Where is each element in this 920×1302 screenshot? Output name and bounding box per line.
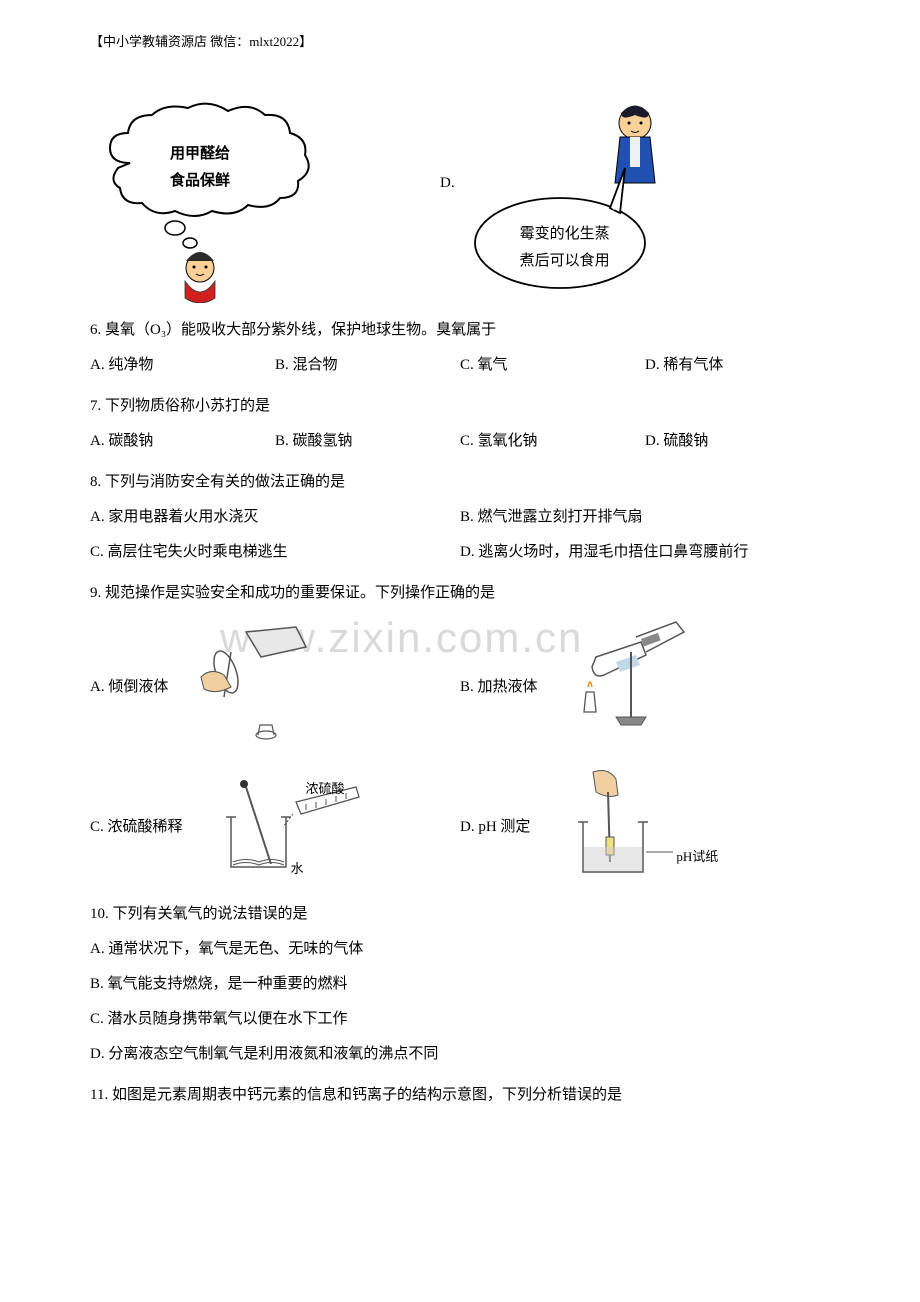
q9-C-item: C. 浓硫酸稀释 — [90, 772, 460, 882]
bubble-line1: 用甲醛给 — [170, 146, 230, 162]
q8-D: D. 逃离火场时，用湿毛巾捂住口鼻弯腰前行 — [460, 539, 830, 566]
q8-B: B. 燃气泄露立刻打开排气扇 — [460, 504, 830, 531]
q8-C: C. 高层住宅失火时乘电梯逃生 — [90, 539, 460, 566]
q6-B: B. 混合物 — [275, 352, 460, 379]
q10-A: A. 通常状况下，氧气是无色、无味的气体 — [90, 936, 830, 963]
q7-stem: 7. 下列物质俗称小苏打的是 — [90, 393, 830, 420]
q10-B: B. 氧气能支持燃烧，是一种重要的燃料 — [90, 971, 830, 998]
q9-C-fig: 浓硫酸 水 — [191, 772, 391, 882]
q6-options: A. 纯净物 B. 混合物 C. 氧气 D. 稀有气体 — [90, 352, 830, 379]
figure-left: 用甲醛给 食品保鲜 — [90, 93, 350, 303]
q9-C-label: C. 浓硫酸稀释 — [90, 814, 183, 841]
bubble-line2: 食品保鲜 — [170, 173, 230, 189]
q9-D-fig: pH试纸 — [538, 767, 738, 887]
q9-B-fig — [546, 617, 726, 757]
q6-C: C. 氧气 — [460, 352, 645, 379]
page-header: 【中小学教辅资源店 微信：mlxt2022】 — [90, 30, 830, 53]
q9-D-item: D. pH 测定 pH试纸 — [460, 767, 830, 887]
speech-line1: 霉变的化生蒸 — [520, 226, 610, 242]
option-D-mark: D. — [440, 170, 455, 227]
q6-stem: 6. 臭氧（O₃）能吸收大部分紫外线，保护地球生物。臭氧属于 — [90, 317, 830, 344]
q6-D: D. 稀有气体 — [645, 352, 830, 379]
thought-bubble-text: 用甲醛给 食品保鲜 — [110, 118, 290, 218]
q9-A-fig — [176, 617, 336, 757]
q7-B: B. 碳酸氢钠 — [275, 428, 460, 455]
q9-row1: A. 倾倒液体 B. 加热液体 — [90, 617, 830, 757]
q10-C: C. 潜水员随身携带氧气以便在水下工作 — [90, 1006, 830, 1033]
q9-stem: 9. 规范操作是实验安全和成功的重要保证。下列操作正确的是 — [90, 580, 830, 607]
speech-line2: 煮后可以食用 — [520, 253, 610, 269]
q7-C: C. 氢氧化钠 — [460, 428, 645, 455]
speech-bubble-text: 霉变的化生蒸 煮后可以食用 — [495, 221, 635, 275]
q6-A: A. 纯净物 — [90, 352, 275, 379]
q9-D-figlabel: pH试纸 — [676, 845, 718, 868]
figure-right-container: D. — [350, 93, 830, 303]
q8-stem: 8. 下列与消防安全有关的做法正确的是 — [90, 469, 830, 496]
q7-A: A. 碳酸钠 — [90, 428, 275, 455]
q8-A: A. 家用电器着火用水浇灭 — [90, 504, 460, 531]
top-figures-row: 用甲醛给 食品保鲜 D. — [90, 93, 830, 303]
q7-D: D. 硫酸钠 — [645, 428, 830, 455]
q9-A-label: A. 倾倒液体 — [90, 674, 168, 701]
q9-row2: C. 浓硫酸稀释 — [90, 767, 830, 887]
q10-D: D. 分离液态空气制氧气是利用液氮和液氧的沸点不同 — [90, 1041, 830, 1068]
q9-B-label: B. 加热液体 — [460, 674, 538, 701]
q7-options: A. 碳酸钠 B. 碳酸氢钠 C. 氢氧化钠 D. 硫酸钠 — [90, 428, 830, 455]
q8-options-1: A. 家用电器着火用水浇灭 B. 燃气泄露立刻打开排气扇 — [90, 504, 830, 531]
q9-C-label1: 浓硫酸 — [306, 777, 345, 800]
q9-C-label2: 水 — [291, 857, 304, 880]
q8-options-2: C. 高层住宅失火时乘电梯逃生 D. 逃离火场时，用湿毛巾捂住口鼻弯腰前行 — [90, 539, 830, 566]
q10-stem: 10. 下列有关氧气的说法错误的是 — [90, 901, 830, 928]
q11-stem: 11. 如图是元素周期表中钙元素的信息和钙离子的结构示意图，下列分析错误的是 — [90, 1082, 830, 1109]
q9-A-item: A. 倾倒液体 — [90, 617, 460, 757]
q9-D-label: D. pH 测定 — [460, 814, 530, 841]
q9-B-item: B. 加热液体 — [460, 617, 830, 757]
